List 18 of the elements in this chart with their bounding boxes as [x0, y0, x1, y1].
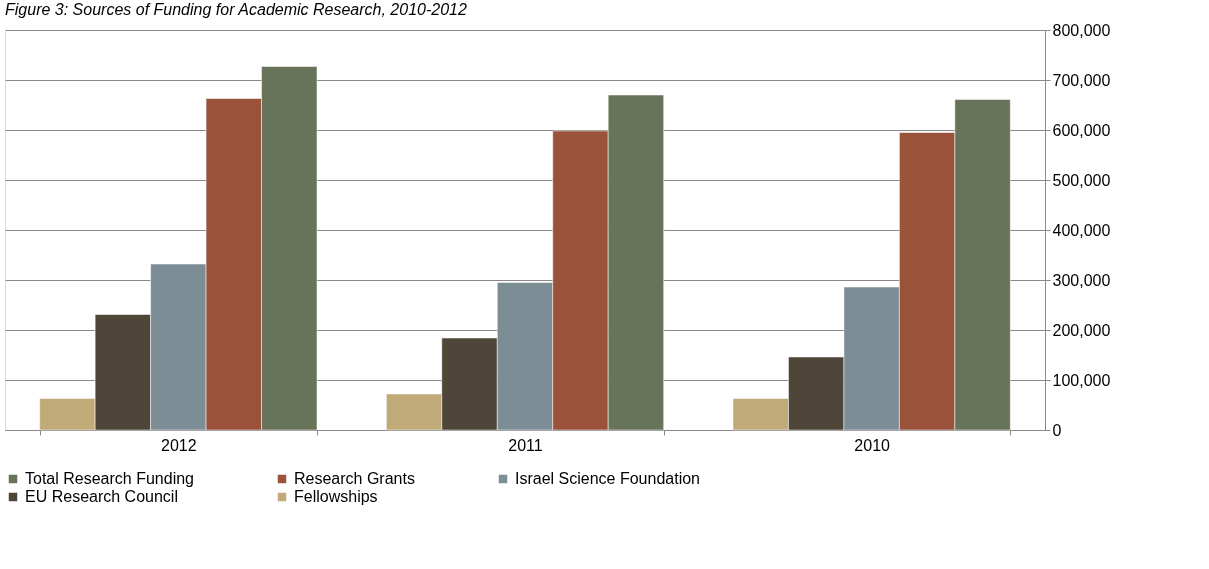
chart-title: Figure 3: Sources of Funding for Academic Research, 2010-2012 — [5, 1, 467, 18]
y-tick-label: 400,000 — [1052, 221, 1111, 239]
y-tick-label: 200,000 — [1052, 321, 1111, 339]
legend-label: EU Research Council — [25, 488, 178, 505]
y-tick-label: 700,000 — [1052, 71, 1111, 89]
x-tick-label: 2010 — [854, 436, 891, 454]
legend-label: Research Grants — [294, 470, 415, 487]
y-tick-label: 0 — [1052, 421, 1062, 439]
y-tick-label: 600,000 — [1052, 121, 1111, 139]
y-tick-label: 300,000 — [1052, 271, 1111, 289]
y-tick-label: 500,000 — [1052, 171, 1111, 189]
legend-label: Total Research Funding — [25, 470, 194, 487]
legend-label: Israel Science Foundation — [515, 470, 700, 487]
x-tick-label: 2012 — [161, 436, 197, 454]
y-tick-label: 100,000 — [1052, 371, 1111, 389]
x-tick-label: 2011 — [508, 436, 543, 454]
legend-label: Fellowships — [294, 488, 378, 505]
y-tick-label: 800,000 — [1052, 21, 1111, 39]
